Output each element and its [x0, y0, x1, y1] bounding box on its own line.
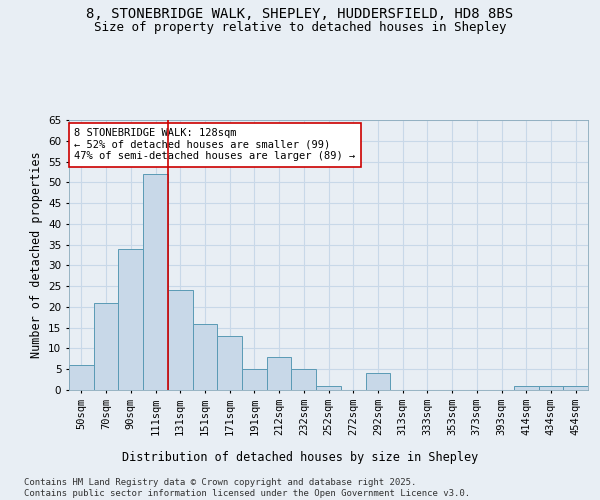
Y-axis label: Number of detached properties: Number of detached properties	[29, 152, 43, 358]
Bar	[539, 386, 563, 390]
Bar	[267, 357, 292, 390]
Bar	[242, 369, 267, 390]
Bar	[514, 386, 539, 390]
Bar	[143, 174, 168, 390]
Bar	[94, 303, 118, 390]
Bar	[193, 324, 217, 390]
Text: 8 STONEBRIDGE WALK: 128sqm
← 52% of detached houses are smaller (99)
47% of semi: 8 STONEBRIDGE WALK: 128sqm ← 52% of deta…	[74, 128, 355, 162]
Bar	[316, 386, 341, 390]
Bar	[217, 336, 242, 390]
Bar	[118, 249, 143, 390]
Text: Distribution of detached houses by size in Shepley: Distribution of detached houses by size …	[122, 451, 478, 464]
Bar	[292, 369, 316, 390]
Bar	[168, 290, 193, 390]
Text: Size of property relative to detached houses in Shepley: Size of property relative to detached ho…	[94, 21, 506, 34]
Bar	[365, 374, 390, 390]
Bar	[563, 386, 588, 390]
Text: 8, STONEBRIDGE WALK, SHEPLEY, HUDDERSFIELD, HD8 8BS: 8, STONEBRIDGE WALK, SHEPLEY, HUDDERSFIE…	[86, 8, 514, 22]
Text: Contains HM Land Registry data © Crown copyright and database right 2025.
Contai: Contains HM Land Registry data © Crown c…	[24, 478, 470, 498]
Bar	[69, 365, 94, 390]
